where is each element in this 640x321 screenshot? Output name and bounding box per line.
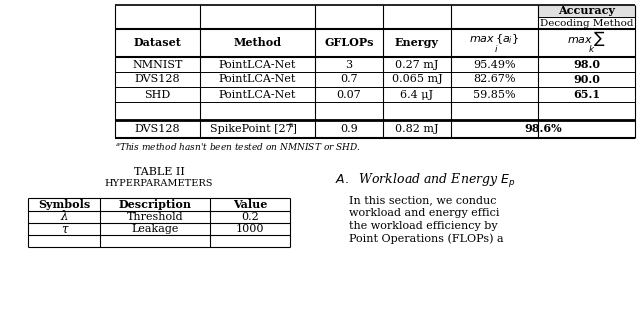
Text: HYPERPARAMETERS: HYPERPARAMETERS bbox=[105, 179, 213, 188]
Text: the workload efficiency by: the workload efficiency by bbox=[349, 221, 498, 231]
Text: 1000: 1000 bbox=[236, 224, 264, 234]
Text: $max\,\{a_i\}$: $max\,\{a_i\}$ bbox=[469, 32, 520, 46]
Text: DVS128: DVS128 bbox=[134, 124, 180, 134]
Text: 6.4 μJ: 6.4 μJ bbox=[401, 90, 433, 100]
Text: Threshold: Threshold bbox=[127, 212, 183, 222]
Text: 0.27 mJ: 0.27 mJ bbox=[396, 59, 439, 70]
Text: 0.9: 0.9 bbox=[340, 124, 358, 134]
Text: Decoding Method: Decoding Method bbox=[540, 19, 633, 28]
Text: $k$: $k$ bbox=[588, 44, 595, 55]
Text: Dataset: Dataset bbox=[134, 38, 181, 48]
Text: Energy: Energy bbox=[395, 38, 439, 48]
Text: $i$: $i$ bbox=[494, 44, 499, 55]
Text: SpikePoint [27]: SpikePoint [27] bbox=[210, 124, 297, 134]
Text: 0.82 mJ: 0.82 mJ bbox=[395, 124, 439, 134]
Text: PointLCA-Net: PointLCA-Net bbox=[219, 59, 296, 70]
Text: TABLE II: TABLE II bbox=[134, 167, 184, 177]
Text: 0.065 mJ: 0.065 mJ bbox=[392, 74, 442, 84]
Text: Point Operations (FLOPs) a: Point Operations (FLOPs) a bbox=[349, 234, 504, 244]
Text: $max\,\sum$: $max\,\sum$ bbox=[567, 30, 605, 48]
Text: 98.6%: 98.6% bbox=[524, 124, 562, 134]
Text: $^a$This method hasn't been tested on NMNIST or SHD.: $^a$This method hasn't been tested on NM… bbox=[115, 141, 361, 152]
Text: 0.2: 0.2 bbox=[241, 212, 259, 222]
Text: NMNIST: NMNIST bbox=[132, 59, 182, 70]
Text: Leakage: Leakage bbox=[131, 224, 179, 234]
Text: 95.49%: 95.49% bbox=[473, 59, 516, 70]
Text: 0.7: 0.7 bbox=[340, 74, 358, 84]
Text: Accuracy: Accuracy bbox=[558, 5, 615, 16]
Text: DVS128: DVS128 bbox=[134, 74, 180, 84]
Text: $A.$  Workload and Energy $E_p$: $A.$ Workload and Energy $E_p$ bbox=[335, 172, 516, 190]
Text: 90.0: 90.0 bbox=[573, 74, 600, 85]
Text: τ: τ bbox=[61, 222, 67, 236]
Text: 65.1: 65.1 bbox=[573, 89, 600, 100]
Text: PointLCA-Net: PointLCA-Net bbox=[219, 74, 296, 84]
Text: Description: Description bbox=[118, 199, 191, 210]
Text: 59.85%: 59.85% bbox=[473, 90, 516, 100]
Text: PointLCA-Net: PointLCA-Net bbox=[219, 90, 296, 100]
Text: workload and energy effici: workload and energy effici bbox=[349, 208, 499, 218]
Text: GFLOPs: GFLOPs bbox=[324, 38, 374, 48]
Text: 0.07: 0.07 bbox=[337, 90, 362, 100]
Text: 98.0: 98.0 bbox=[573, 59, 600, 70]
Text: SHD: SHD bbox=[145, 90, 171, 100]
Text: 82.67%: 82.67% bbox=[473, 74, 516, 84]
Text: a: a bbox=[288, 121, 292, 129]
Text: λ: λ bbox=[60, 211, 68, 223]
Text: Method: Method bbox=[234, 38, 282, 48]
Text: In this section, we conduc: In this section, we conduc bbox=[349, 195, 497, 205]
Text: Symbols: Symbols bbox=[38, 199, 90, 210]
Text: 3: 3 bbox=[346, 59, 353, 70]
Text: Value: Value bbox=[233, 199, 267, 210]
